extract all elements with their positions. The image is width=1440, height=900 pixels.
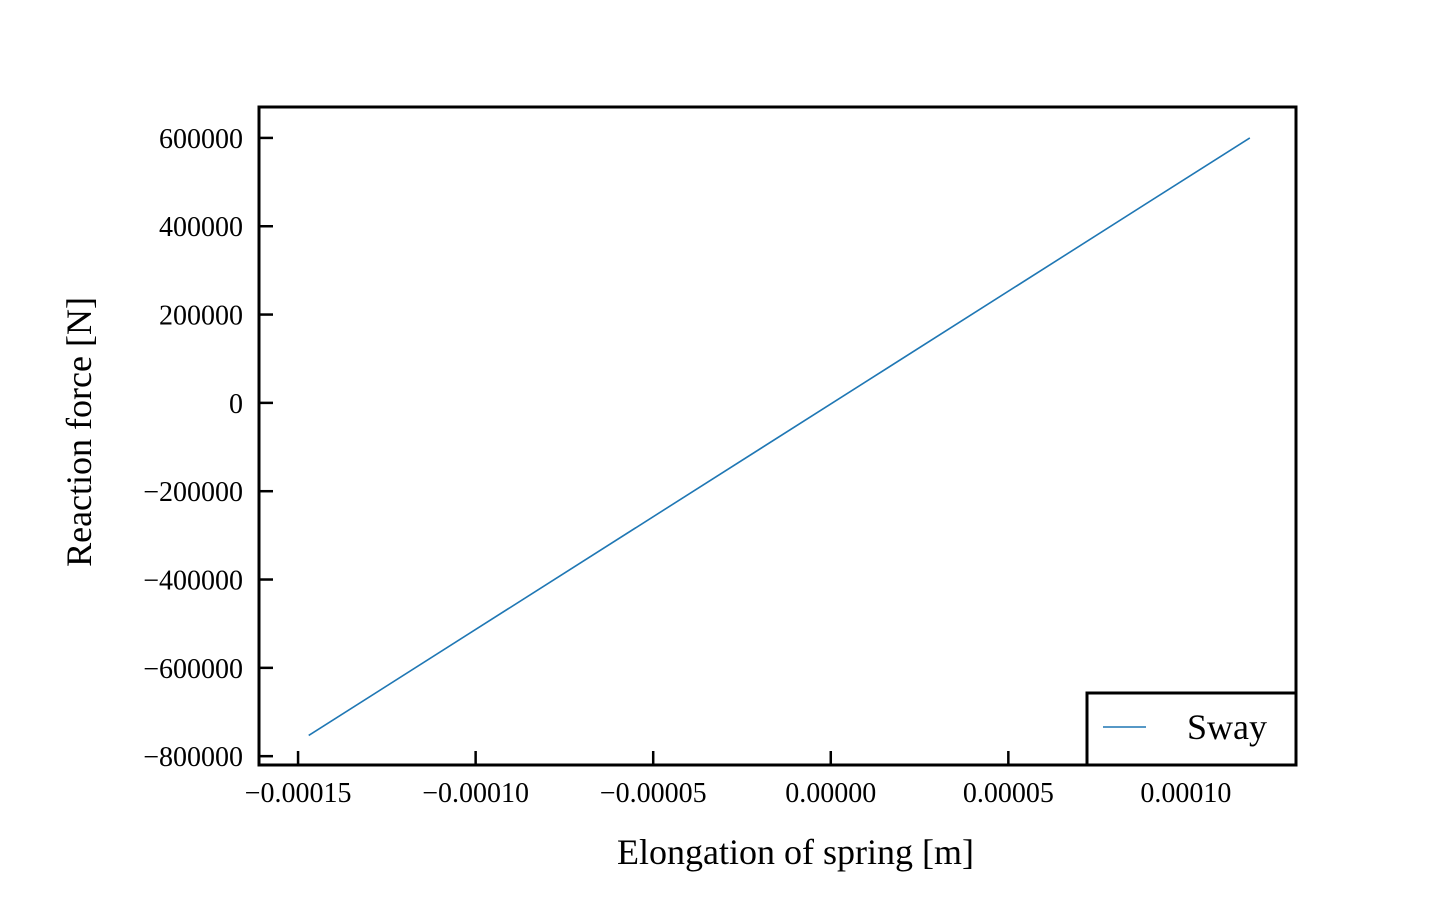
legend: Sway: [1085, 691, 1298, 767]
y-tick-label: −400000: [143, 566, 243, 597]
x-tick-label: −0.00015: [245, 778, 352, 809]
series-layer: [308, 137, 1251, 737]
y-axis-label: Reaction force [N]: [59, 297, 99, 567]
legend-box: [1085, 691, 1298, 767]
x-axis-label: Elongation of spring [m]: [617, 832, 974, 872]
x-tick-label: 0.00000: [785, 778, 876, 809]
y-axis: 600000 400000 200000 0 −200000 −400000 −600000…: [143, 124, 273, 773]
y-tick-label: 0: [229, 389, 243, 420]
x-tick-label: 0.00005: [963, 778, 1054, 809]
x-axis: −0.00015 −0.00010 −0.00005 0.00000 0.00005 0.…: [245, 751, 1231, 809]
x-tick-label: 0.00010: [1140, 778, 1231, 809]
x-tick-label: −0.00010: [422, 778, 529, 809]
x-tick-label: −0.00005: [600, 778, 707, 809]
y-tick-label: −200000: [143, 477, 243, 508]
y-tick-label: −800000: [143, 742, 243, 773]
y-tick-label: 400000: [159, 212, 243, 243]
y-tick-label: 600000: [159, 124, 243, 155]
y-tick-label: −600000: [143, 654, 243, 685]
plot-frame: [257, 105, 1298, 767]
y-tick-label: 200000: [159, 301, 243, 332]
series-line: [308, 137, 1251, 737]
legend-label: Sway: [1187, 707, 1267, 747]
